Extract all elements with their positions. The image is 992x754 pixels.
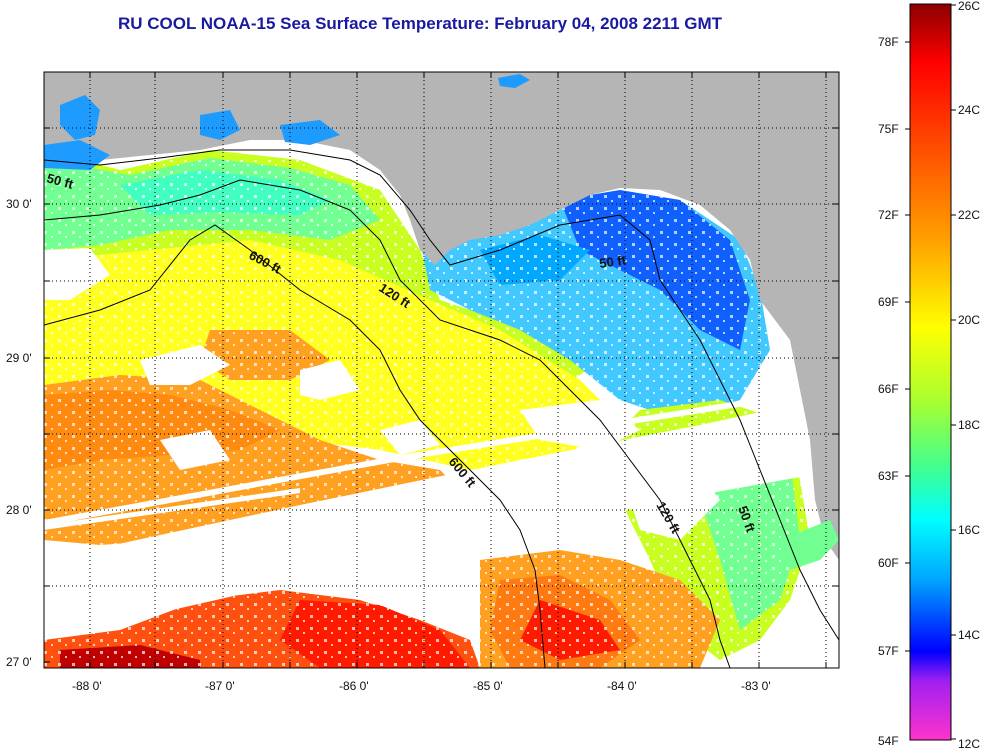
lon-label: -88 0'	[72, 679, 102, 693]
contour-label: 50 ft	[45, 170, 75, 192]
plot-area	[44, 72, 839, 668]
lat-label: 30 0'	[6, 197, 32, 211]
lon-label: -84 0'	[607, 679, 637, 693]
axis-ticks	[44, 72, 839, 668]
lon-label: -87 0'	[205, 679, 235, 693]
contour-label: 50 ft	[598, 252, 627, 271]
lon-label: -83 0'	[741, 679, 771, 693]
lat-label: 29 0'	[6, 351, 32, 365]
lon-label: -86 0'	[339, 679, 369, 693]
depth-contours	[44, 149, 839, 668]
plot-frame	[43, 71, 840, 669]
lat-label: 27 0'	[6, 655, 32, 669]
lon-label: -85 0'	[473, 679, 503, 693]
map-title: RU COOL NOAA-15 Sea Surface Temperature:…	[117, 14, 723, 33]
lat-label: 28 0'	[6, 503, 32, 517]
graticule	[44, 72, 839, 668]
